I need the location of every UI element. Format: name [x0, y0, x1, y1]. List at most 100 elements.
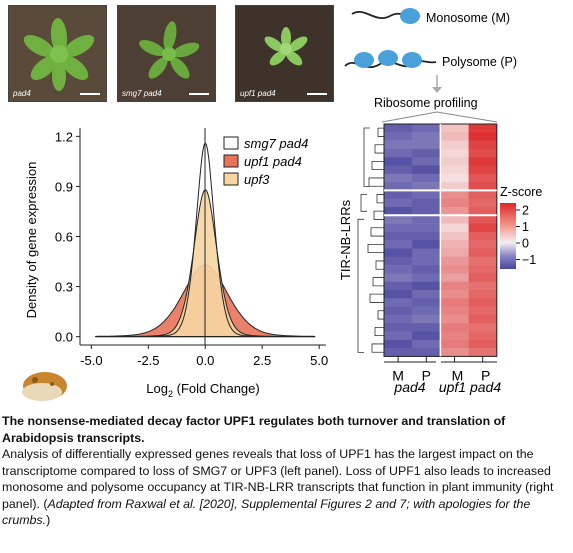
heatmap-cell: [440, 265, 469, 274]
photo-smg7-pad4: smg7 pad4: [117, 5, 216, 102]
heatmap-cell: [384, 298, 413, 307]
heatmap-cell: [384, 198, 413, 208]
x-axis-label: Log2 (Fold Change): [146, 381, 259, 399]
heatmap-cell: [412, 148, 441, 158]
heatmap-cell: [384, 215, 413, 224]
heatmap-cell: [412, 306, 441, 316]
heatmap-cell: [412, 207, 441, 216]
legend-label: upf1 pad4: [244, 154, 302, 169]
heatmap-cell: [468, 265, 498, 274]
group-label-upf1-pad4: upf1 pad4: [439, 379, 501, 395]
plant-image: [118, 6, 215, 101]
heatmap-cell: [468, 231, 498, 241]
heatmap-cell: [468, 248, 498, 258]
heatmap-cell: [440, 157, 469, 166]
heatmap-cell: [468, 190, 498, 199]
photo-label: smg7 pad4: [122, 89, 162, 98]
legend-swatch: [223, 172, 239, 186]
legend-label: upf3: [244, 172, 270, 187]
ribosome-icon: [378, 50, 398, 66]
monosome-label: Monosome (M): [426, 11, 510, 25]
heatmap-cell: [440, 198, 469, 208]
heatmap-cell: [384, 306, 413, 316]
legend-label: smg7 pad4: [244, 136, 308, 151]
scale-bar: [80, 93, 100, 95]
heatmap-cell: [412, 132, 441, 141]
x-tick-label: 0.0: [196, 353, 214, 368]
plant-image: [236, 6, 333, 101]
heatmap-cell: [412, 323, 441, 332]
heatmap-cell: [412, 182, 441, 191]
heatmap-column-label: M: [452, 367, 464, 383]
heatmap-cell: [468, 298, 498, 307]
heatmap-cell: [412, 281, 441, 291]
legend-swatch: [223, 154, 239, 168]
heatmap-cell: [468, 331, 498, 341]
heatmap-cell: [412, 273, 441, 282]
group-label-pad4: pad4: [393, 379, 425, 395]
heatmap-cell: [384, 173, 413, 183]
heatmap-cell: [468, 314, 498, 324]
heatmap-cell: [384, 148, 413, 158]
photo-pad4: pad4: [8, 5, 107, 102]
x-tick-label: 5.0: [310, 353, 328, 368]
profiling-label: Ribosome profiling: [374, 96, 478, 110]
heatmap-cell: [440, 331, 469, 341]
arrow-down-icon: [432, 87, 442, 93]
photo-upf1-pad4: upf1 pad4: [235, 5, 334, 102]
heatmap-column-label: P: [481, 367, 490, 383]
heatmap-cell: [468, 140, 498, 150]
heatmap-cell: [412, 248, 441, 258]
zscore-colorbar: [500, 203, 516, 269]
ribosome-icon: [354, 52, 374, 68]
heatmap-cell: [384, 231, 413, 241]
heatmap-cell: [384, 348, 413, 357]
heatmap-cell: [412, 198, 441, 208]
heatmap-cell: [440, 298, 469, 307]
photo-label: pad4: [13, 89, 31, 98]
heatmap-cell: [384, 290, 413, 299]
dendrogram: [357, 127, 384, 353]
heatmap-cell: [440, 348, 469, 357]
ribosome-schematic: Monosome (M) Polysome (P) Ribosome profi…: [344, 8, 517, 123]
zscore-legend: Z-score 2 1 0 −1: [500, 185, 542, 269]
heatmap-cell: [440, 182, 469, 191]
heatmap-cell: [440, 190, 469, 199]
heatmap-cell: [384, 331, 413, 341]
heatmap-cell: [412, 331, 441, 341]
heatmap-cell: [412, 165, 441, 175]
heatmap-cell: [468, 273, 498, 282]
legend-tick: 1: [522, 220, 529, 234]
caption-title: The nonsense-mediated decay factor UPF1 …: [2, 414, 506, 445]
heatmap-cell: [384, 314, 413, 324]
x-tick-label: -5.0: [80, 353, 102, 368]
heatmap-cell: [384, 132, 413, 141]
heatmap-cell: [440, 240, 469, 249]
heatmap-cell: [384, 190, 413, 199]
heatmap-cell: [468, 198, 498, 208]
y-tick-label: 0.6: [55, 230, 73, 245]
heatmap-cell: [440, 173, 469, 183]
heatmap-cell: [384, 223, 413, 233]
heatmap-cell: [468, 290, 498, 299]
heatmap-cell: [468, 182, 498, 191]
scale-bar: [189, 93, 209, 95]
density-series-0: [94, 142, 316, 338]
heatmap-cell: [412, 256, 441, 266]
heatmap-cell: [412, 314, 441, 324]
heatmap-cell: [440, 124, 469, 133]
heatmap-cell: [440, 339, 469, 349]
heatmap-cell: [412, 157, 441, 166]
y-tick-label: 0.9: [55, 179, 73, 194]
y-tick-label: 1.2: [55, 129, 73, 144]
legend-tick: −1: [522, 253, 536, 267]
heatmap-cell: [384, 265, 413, 274]
heatmap-cell: [468, 223, 498, 233]
legend-tick: 0: [522, 237, 529, 251]
heatmap-cell: [412, 190, 441, 199]
heatmap-cell: [468, 256, 498, 266]
x-tick-label: -2.5: [137, 353, 159, 368]
heatmap-column-label: M: [392, 367, 404, 383]
y-tick-label: 0.0: [55, 330, 73, 345]
photo-label: upf1 pad4: [240, 89, 276, 98]
